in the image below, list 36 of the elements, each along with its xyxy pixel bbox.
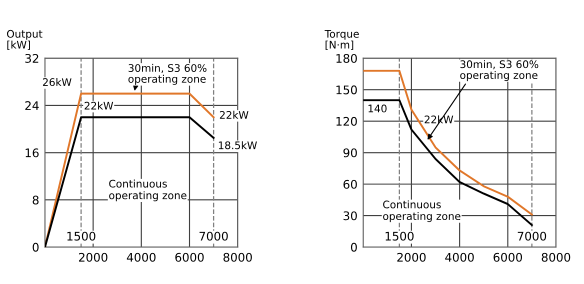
annotation: 22kW [220, 110, 248, 119]
y-tick-label: 90 [343, 148, 357, 158]
y-axis-title: Torque [N·m] [324, 30, 359, 50]
annotation: 30min, S3 60% operating zone [128, 64, 206, 85]
y-tick-label: 180 [336, 54, 357, 63]
y-tick-label: 8 [32, 196, 39, 205]
ref-line-label: 7000 [518, 232, 546, 241]
ref-line-label: 7000 [200, 232, 228, 241]
line-series [363, 99, 533, 226]
annotation: 26kW [42, 78, 72, 86]
y-tick-label: 150 [336, 85, 357, 94]
annotation: 30min, S3 60% operating zone [460, 60, 538, 82]
annotation: Continuous operating zone [383, 200, 460, 222]
y-tick-label: 24 [25, 101, 39, 110]
x-tick-label: 6000 [494, 252, 522, 262]
ref-line-label: 1500 [386, 232, 414, 241]
x-tick-label: 4000 [445, 252, 474, 262]
x-tick-label: 8000 [542, 252, 570, 262]
y-tick-label: 60 [343, 180, 357, 189]
y-tick-label: 0 [32, 242, 39, 252]
annotation: 22kW [84, 102, 114, 110]
x-tick-label: 2000 [78, 252, 108, 262]
x-tick-label: 8000 [223, 252, 252, 262]
x-tick-label: 6000 [175, 252, 204, 262]
y-tick-label: 32 [25, 54, 38, 63]
annotation: Continuous operating zone [109, 180, 186, 202]
y-tick-label: 16 [26, 148, 39, 158]
ref-line-label: 1500 [67, 232, 96, 241]
x-tick-label: 4000 [126, 252, 156, 262]
annotation: 18.5kW [218, 141, 257, 150]
x-tick-label: 2000 [397, 252, 426, 262]
y-tick-label: 0 [350, 242, 357, 252]
y-tick-label: 30 [344, 211, 357, 220]
y-tick-label: 120 [336, 116, 357, 126]
annotation: 140 [368, 104, 387, 112]
y-axis-title: Output [kW] [7, 30, 42, 50]
